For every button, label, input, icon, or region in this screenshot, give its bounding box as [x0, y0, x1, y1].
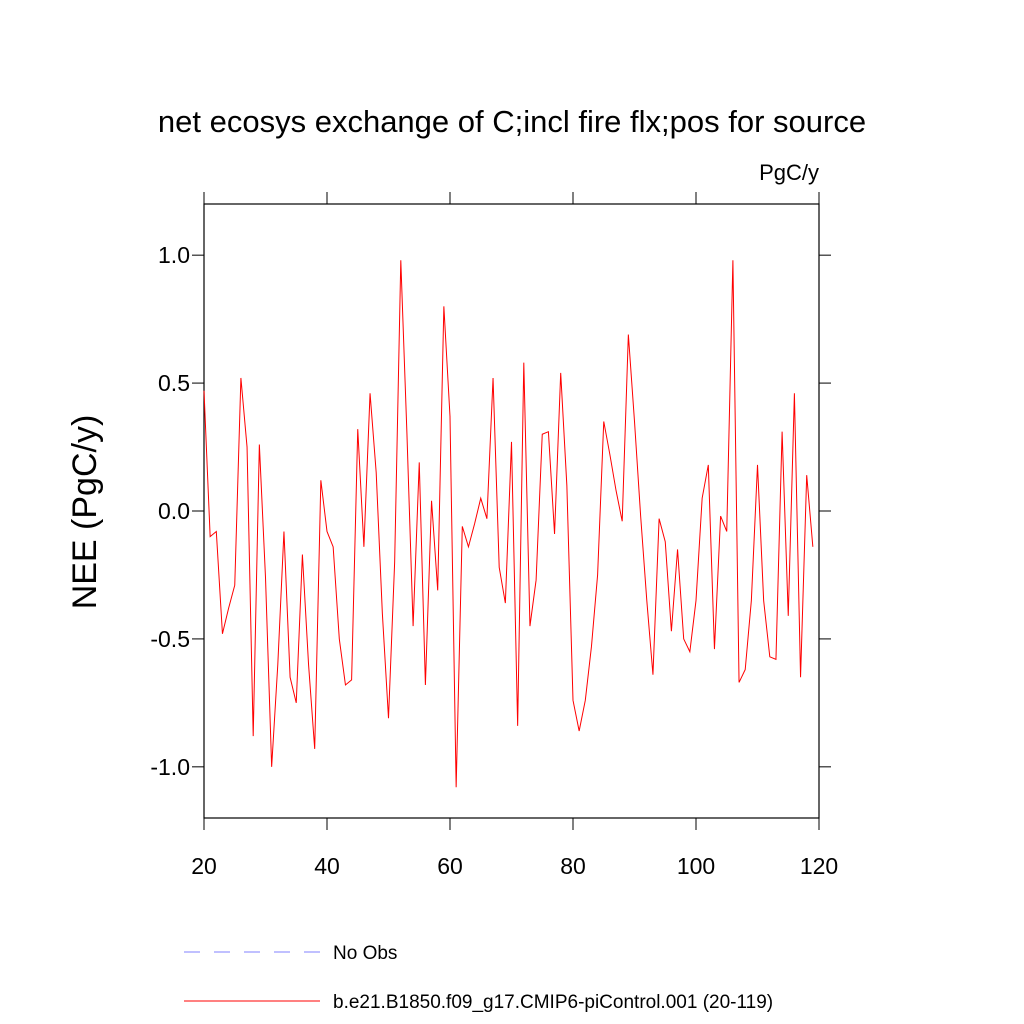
x-tick-label: 60 [437, 853, 463, 879]
y-tick-label: -1.0 [150, 754, 190, 780]
x-tick-label: 20 [191, 853, 217, 879]
legend-label: b.e21.B1850.f09_g17.CMIP6-piControl.001 … [333, 992, 773, 1013]
legend-label: No Obs [333, 943, 397, 964]
x-tick-label: 80 [560, 853, 586, 879]
x-tick-label: 120 [800, 853, 838, 879]
chart-title: net ecosys exchange of C;incl fire flx;p… [158, 104, 866, 139]
y-tick-label: 0.5 [158, 370, 190, 396]
y-tick-label: 0.0 [158, 498, 190, 524]
x-tick-label: 100 [677, 853, 715, 879]
units-label: PgC/y [759, 160, 819, 185]
x-tick-label: 40 [314, 853, 340, 879]
y-axis-label: NEE (PgC/y) [66, 415, 104, 610]
y-tick-label: 1.0 [158, 242, 190, 268]
y-tick-label: -0.5 [150, 626, 190, 652]
data-line [203, 260, 814, 788]
